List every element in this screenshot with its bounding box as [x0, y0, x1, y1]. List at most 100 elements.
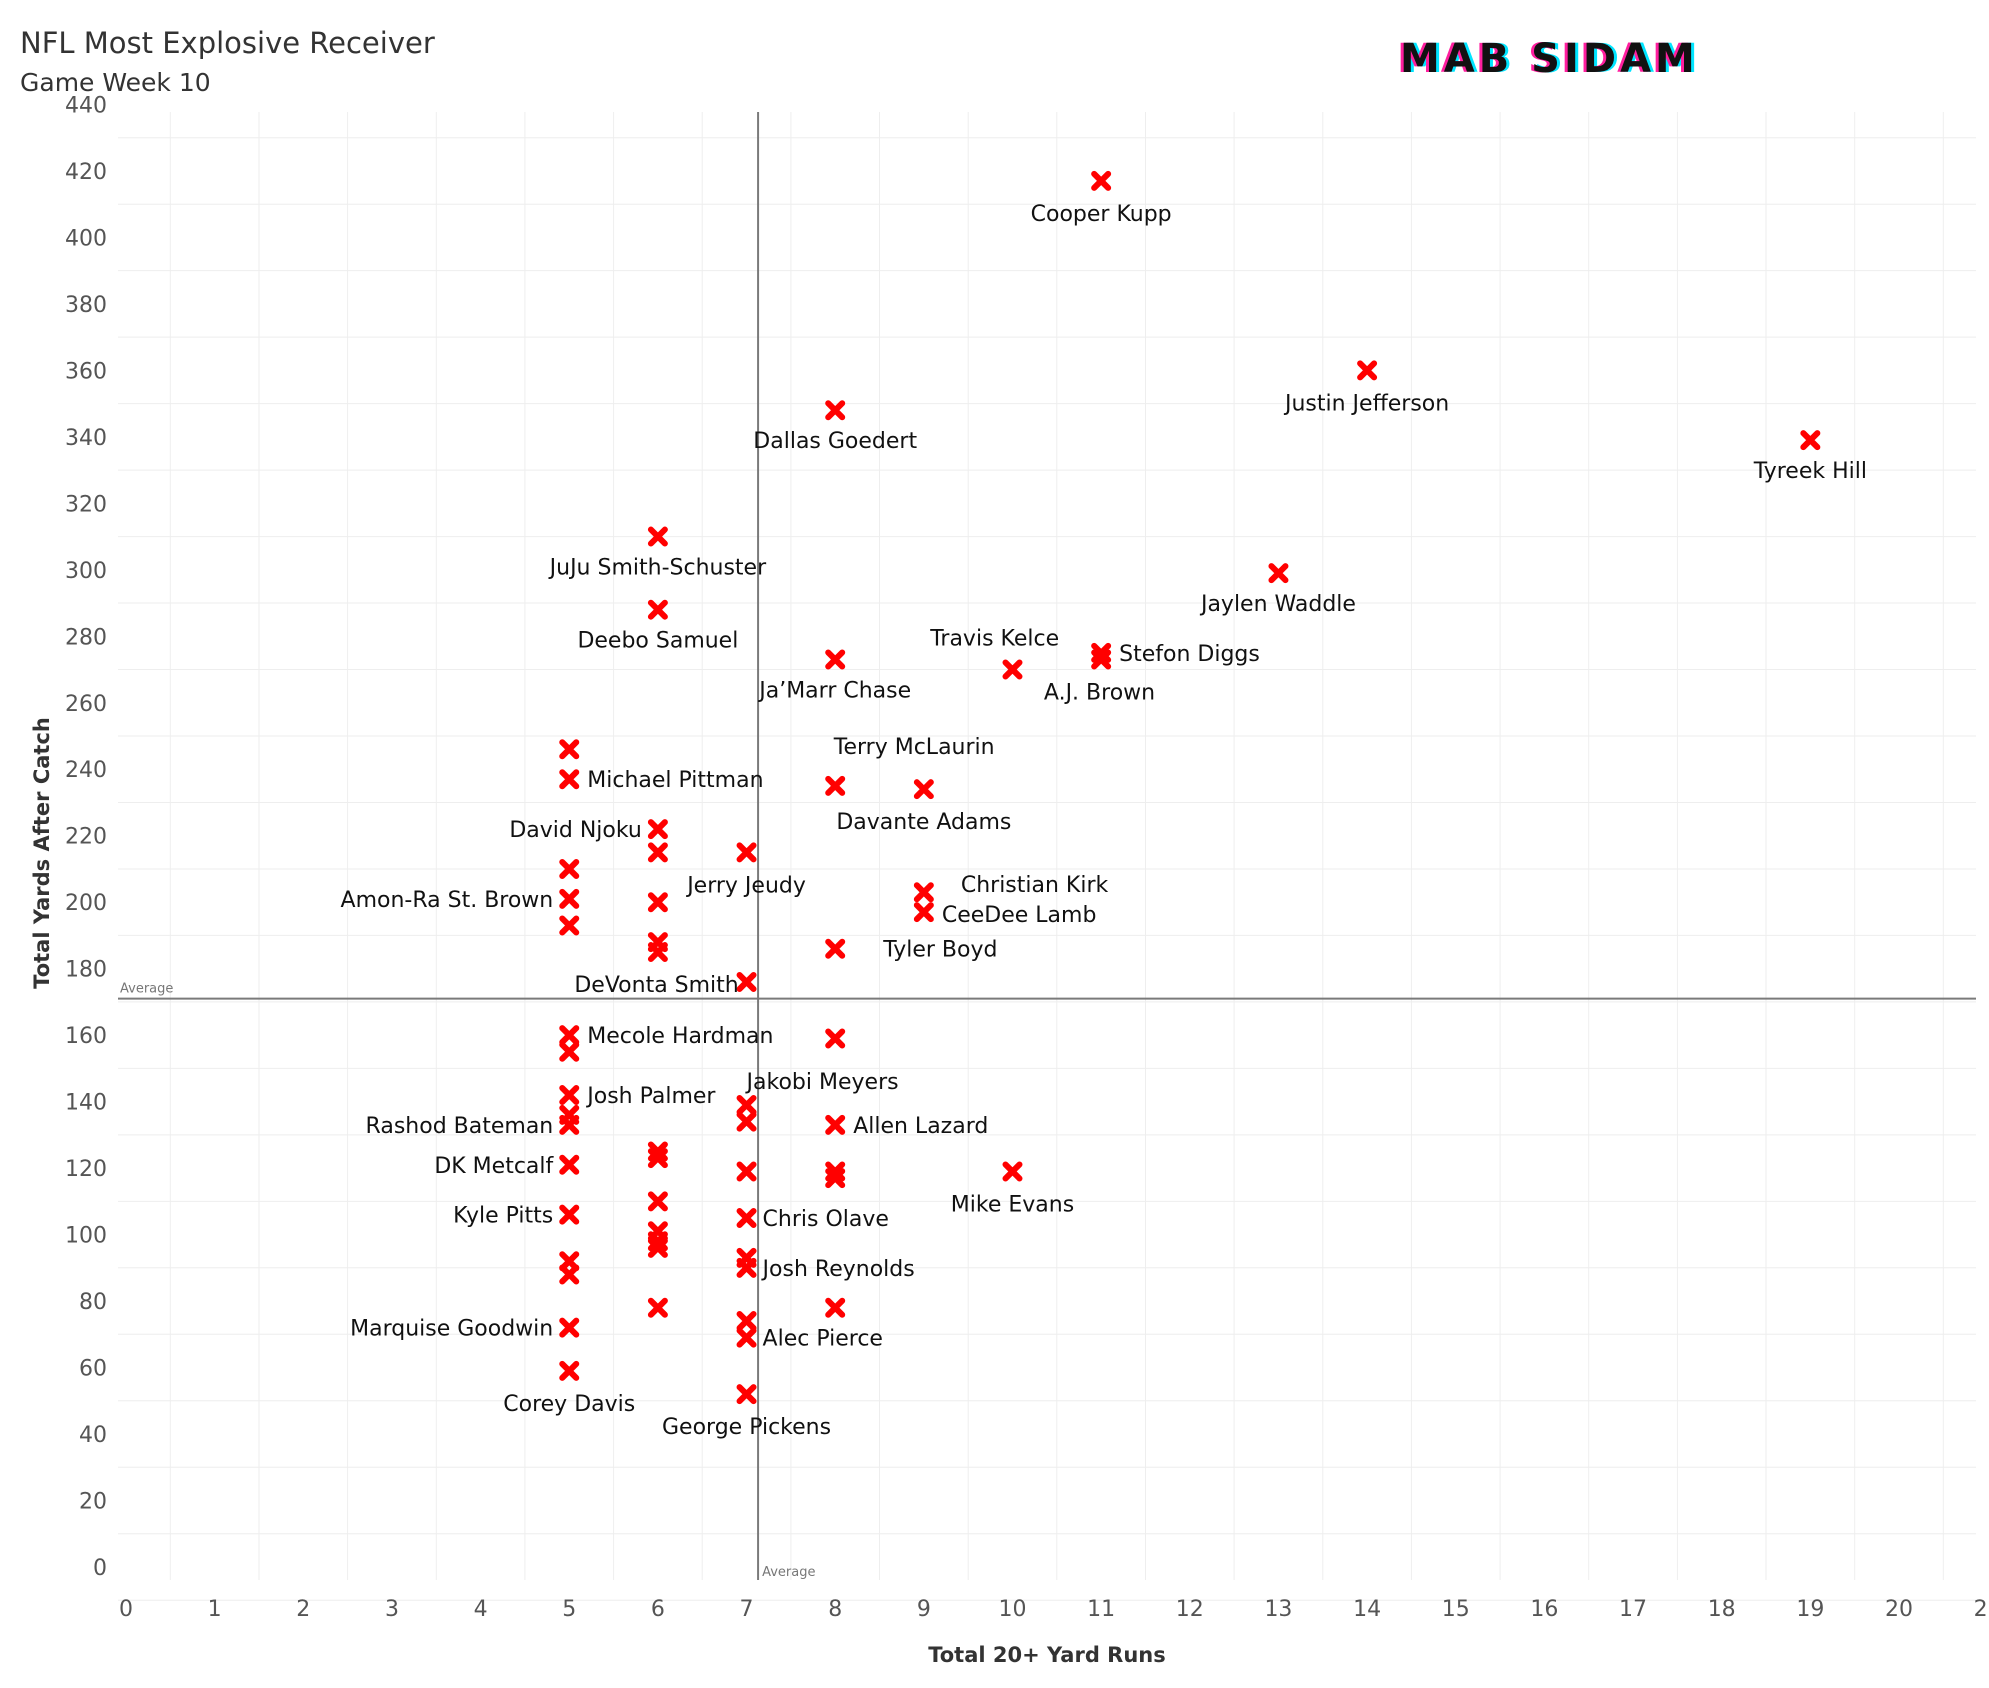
data-point-marker[interactable]	[559, 769, 580, 790]
data-point-marker[interactable]	[913, 882, 934, 903]
x-tick-label: 11	[1087, 1597, 1115, 1622]
x-tick-label: 9	[917, 1597, 931, 1622]
data-point-label: Amon-Ra St. Brown	[341, 888, 554, 913]
data-point-marker[interactable]	[825, 775, 846, 796]
data-point-marker[interactable]	[736, 842, 757, 863]
data-point-marker[interactable]	[647, 842, 668, 863]
x-tick-label: 19	[1796, 1597, 1824, 1622]
reference-lines: Average Average	[118, 112, 1976, 1580]
data-point-marker[interactable]	[736, 1327, 757, 1348]
y-tick-label: 340	[65, 426, 107, 451]
data-point-marker[interactable]	[559, 1154, 580, 1175]
data-point-marker[interactable]	[736, 1384, 757, 1405]
data-point-marker[interactable]	[736, 1311, 757, 1332]
data-point-label: Christian Kirk	[961, 873, 1109, 898]
data-point-marker[interactable]	[1091, 170, 1112, 191]
data-point-marker[interactable]	[559, 1041, 580, 1062]
data-point-marker[interactable]	[736, 1161, 757, 1182]
data-point-label: A.J. Brown	[1044, 681, 1155, 706]
data-point-marker[interactable]	[825, 400, 846, 421]
data-point-marker[interactable]	[647, 892, 668, 913]
data-point-marker[interactable]	[647, 942, 668, 963]
data-point-marker[interactable]	[1268, 563, 1289, 584]
data-point-marker[interactable]	[559, 915, 580, 936]
data-point-marker[interactable]	[647, 1148, 668, 1169]
data-point-label: Jaylen Waddle	[1199, 592, 1356, 617]
data-point-marker[interactable]	[825, 649, 846, 670]
data-point-marker[interactable]	[736, 971, 757, 992]
y-tick-label: 180	[65, 958, 107, 983]
y-tick-label: 260	[65, 692, 107, 717]
data-point-marker[interactable]	[647, 599, 668, 620]
data-point-marker[interactable]	[559, 1264, 580, 1285]
data-point-label: Mecole Hardman	[587, 1024, 773, 1049]
data-point-label: Chris Olave	[763, 1207, 889, 1232]
data-point-marker[interactable]	[559, 1317, 580, 1338]
data-point-marker[interactable]	[559, 739, 580, 760]
data-point-marker[interactable]	[559, 1360, 580, 1381]
data-point-marker[interactable]	[1800, 430, 1821, 451]
x-tick-label: 5	[562, 1597, 576, 1622]
data-point-label: Tyreek Hill	[1753, 459, 1867, 484]
data-point-marker[interactable]	[1091, 649, 1112, 670]
data-point-marker[interactable]	[913, 779, 934, 800]
x-axis-ticks: 0123456789101112131415161718192021	[119, 1597, 1989, 1622]
data-point-label: Stefon Diggs	[1119, 642, 1260, 667]
data-point-marker[interactable]	[825, 938, 846, 959]
data-point-marker[interactable]	[647, 1237, 668, 1258]
data-point-marker[interactable]	[559, 1114, 580, 1135]
data-point-label: Josh Palmer	[585, 1084, 716, 1109]
data-point-marker[interactable]	[1002, 659, 1023, 680]
data-point-marker[interactable]	[559, 858, 580, 879]
data-point-label: Terry McLaurin	[833, 735, 995, 760]
y-tick-label: 360	[65, 359, 107, 384]
data-point-label: Kyle Pitts	[453, 1204, 553, 1229]
data-point-marker[interactable]	[913, 902, 934, 923]
y-tick-label: 120	[65, 1157, 107, 1182]
x-tick-label: 15	[1442, 1597, 1470, 1622]
y-tick-label: 40	[79, 1423, 107, 1448]
data-point-label: Marquise Goodwin	[350, 1317, 553, 1342]
data-point-marker[interactable]	[736, 1094, 757, 1115]
data-point-marker[interactable]	[825, 1297, 846, 1318]
x-tick-label: 10	[999, 1597, 1027, 1622]
data-point-marker[interactable]	[1357, 360, 1378, 381]
data-point-label: Rashod Bateman	[366, 1114, 554, 1139]
y-tick-label: 280	[65, 625, 107, 650]
data-point-label: Allen Lazard	[853, 1114, 988, 1139]
data-point-label: Cooper Kupp	[1031, 202, 1172, 227]
data-point-marker[interactable]	[559, 1084, 580, 1105]
x-tick-label: 1	[208, 1597, 222, 1622]
data-point-marker[interactable]	[736, 1207, 757, 1228]
data-point-marker[interactable]	[825, 1028, 846, 1049]
data-point-marker[interactable]	[559, 1025, 580, 1046]
data-point-marker[interactable]	[647, 1297, 668, 1318]
data-point-marker[interactable]	[825, 1114, 846, 1135]
x-tick-label: 7	[740, 1597, 754, 1622]
data-point-label: Dallas Goedert	[753, 429, 917, 454]
y-axis-ticks: 0 20 40 60 80 100 120 140 160 180 200 220 240 260 280 3…	[65, 93, 107, 1581]
data-point-marker[interactable]	[1002, 1161, 1023, 1182]
data-point-marker[interactable]	[647, 526, 668, 547]
brand-logo: MAB SIDAM	[1400, 36, 1699, 82]
x-axis-label: Total 20+ Yard Runs	[928, 1643, 1166, 1667]
y-tick-label: 140	[65, 1091, 107, 1116]
data-point-marker[interactable]	[736, 1257, 757, 1278]
data-point-marker[interactable]	[647, 1191, 668, 1212]
y-tick-label: 60	[79, 1357, 107, 1382]
data-point-marker[interactable]	[559, 888, 580, 909]
y-tick-label: 20	[79, 1490, 107, 1515]
x-tick-label: 4	[474, 1597, 488, 1622]
x-tick-label: 12	[1176, 1597, 1204, 1622]
y-average-label: Average	[120, 982, 173, 997]
data-point-marker[interactable]	[559, 1204, 580, 1225]
x-tick-label: 18	[1708, 1597, 1736, 1622]
data-point-label: Justin Jefferson	[1283, 391, 1449, 416]
data-point-marker[interactable]	[736, 1111, 757, 1132]
x-tick-label: 21	[1974, 1597, 1989, 1622]
data-point-marker[interactable]	[825, 1168, 846, 1189]
x-tick-label: 13	[1264, 1597, 1292, 1622]
data-point-marker[interactable]	[647, 819, 668, 840]
y-tick-label: 240	[65, 758, 107, 783]
